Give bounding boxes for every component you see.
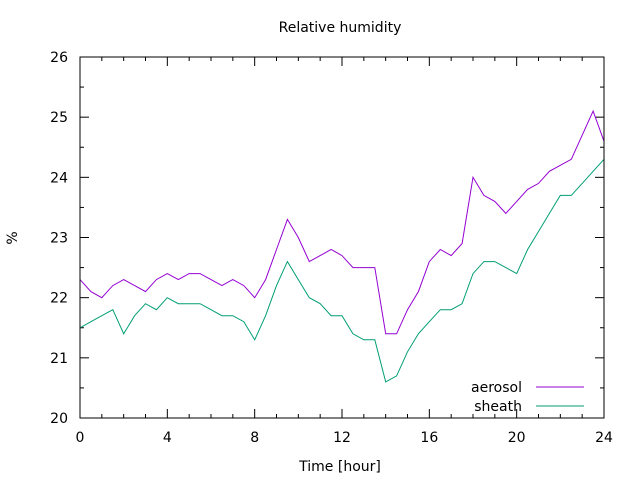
x-tick-label: 24	[595, 430, 613, 446]
x-tick-label: 4	[163, 430, 172, 446]
series-line-sheath	[79, 158, 605, 383]
x-tick-label: 12	[333, 430, 351, 446]
x-tick-label: 8	[250, 430, 259, 446]
y-tick-label: 21	[50, 351, 68, 367]
legend: aerosol sheath	[471, 380, 584, 415]
y-axis-label: %	[5, 231, 21, 244]
y-tick-label: 20	[50, 411, 68, 427]
series-lines	[79, 109, 605, 383]
y-tick-label: 22	[50, 291, 68, 307]
x-axis-label: Time [hour]	[298, 459, 381, 475]
y-tick-label: 24	[50, 170, 68, 186]
x-tick-label: 16	[420, 430, 438, 446]
legend-label: aerosol	[471, 380, 522, 396]
series-line-aerosol	[79, 109, 605, 335]
x-tick-label: 20	[508, 430, 526, 446]
y-tick-label: 25	[50, 110, 68, 126]
y-tick-label: 23	[50, 231, 68, 247]
chart-title: Relative humidity	[279, 20, 402, 36]
legend-label: sheath	[474, 399, 522, 415]
x-tick-label: 0	[76, 430, 85, 446]
plot-frame	[79, 56, 605, 419]
y-tick-label: 26	[50, 50, 68, 66]
